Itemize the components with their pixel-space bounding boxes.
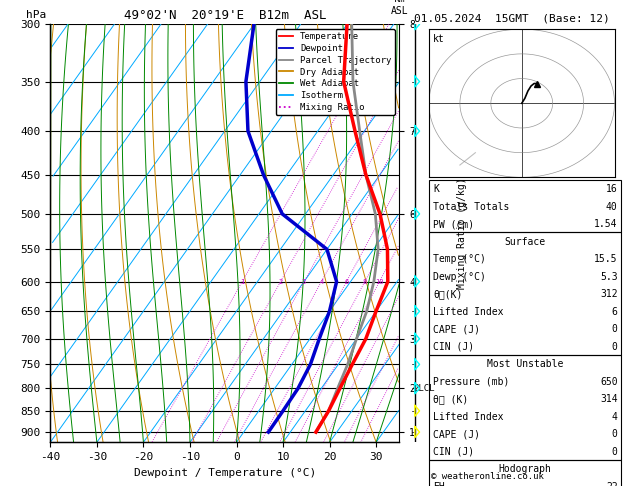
Text: Surface: Surface bbox=[504, 237, 545, 247]
Text: 0: 0 bbox=[612, 430, 618, 439]
Text: 01.05.2024  15GMT  (Base: 12): 01.05.2024 15GMT (Base: 12) bbox=[414, 14, 610, 24]
Text: Dewp (°C): Dewp (°C) bbox=[433, 272, 486, 282]
Text: Totals Totals: Totals Totals bbox=[433, 202, 509, 212]
Text: Mixing Ratio (g/kg): Mixing Ratio (g/kg) bbox=[457, 177, 467, 289]
Text: 0: 0 bbox=[612, 342, 618, 352]
Text: 4: 4 bbox=[320, 278, 323, 285]
Text: θᴄ(K): θᴄ(K) bbox=[433, 290, 463, 299]
Text: 0: 0 bbox=[612, 447, 618, 457]
Text: Temp (°C): Temp (°C) bbox=[433, 255, 486, 264]
Text: 2: 2 bbox=[279, 278, 282, 285]
Text: Hodograph: Hodograph bbox=[498, 465, 552, 474]
Text: Lifted Index: Lifted Index bbox=[433, 412, 504, 422]
Title: 49°02'N  20°19'E  B12m  ASL: 49°02'N 20°19'E B12m ASL bbox=[124, 9, 326, 22]
Text: 1: 1 bbox=[240, 278, 245, 285]
Text: 10: 10 bbox=[375, 278, 384, 285]
Text: 15.5: 15.5 bbox=[594, 255, 618, 264]
Text: kt: kt bbox=[433, 34, 445, 44]
Text: PW (cm): PW (cm) bbox=[433, 220, 474, 229]
Text: EH: EH bbox=[433, 482, 445, 486]
Text: km
ASL: km ASL bbox=[391, 0, 408, 16]
Text: Lifted Index: Lifted Index bbox=[433, 307, 504, 317]
Text: K: K bbox=[433, 185, 439, 194]
Text: 2LCL: 2LCL bbox=[413, 384, 435, 393]
Text: 1.54: 1.54 bbox=[594, 220, 618, 229]
Text: 22: 22 bbox=[606, 482, 618, 486]
Legend: Temperature, Dewpoint, Parcel Trajectory, Dry Adiabat, Wet Adiabat, Isotherm, Mi: Temperature, Dewpoint, Parcel Trajectory… bbox=[276, 29, 395, 115]
Text: 6: 6 bbox=[344, 278, 348, 285]
Text: 3: 3 bbox=[302, 278, 306, 285]
Text: Most Unstable: Most Unstable bbox=[487, 360, 563, 369]
Text: 0: 0 bbox=[612, 325, 618, 334]
Text: 16: 16 bbox=[606, 185, 618, 194]
Text: © weatheronline.co.uk: © weatheronline.co.uk bbox=[431, 472, 543, 481]
Text: CIN (J): CIN (J) bbox=[433, 342, 474, 352]
Text: hPa: hPa bbox=[26, 10, 46, 20]
Text: 6: 6 bbox=[612, 307, 618, 317]
Text: CAPE (J): CAPE (J) bbox=[433, 325, 481, 334]
Text: 312: 312 bbox=[600, 290, 618, 299]
Text: CAPE (J): CAPE (J) bbox=[433, 430, 481, 439]
Text: CIN (J): CIN (J) bbox=[433, 447, 474, 457]
Text: 40: 40 bbox=[606, 202, 618, 212]
Text: 650: 650 bbox=[600, 377, 618, 387]
Text: 4: 4 bbox=[612, 412, 618, 422]
Text: θᴄ (K): θᴄ (K) bbox=[433, 395, 469, 404]
Text: 314: 314 bbox=[600, 395, 618, 404]
X-axis label: Dewpoint / Temperature (°C): Dewpoint / Temperature (°C) bbox=[134, 468, 316, 478]
Text: 5.3: 5.3 bbox=[600, 272, 618, 282]
Text: 8: 8 bbox=[363, 278, 367, 285]
Text: Pressure (mb): Pressure (mb) bbox=[433, 377, 509, 387]
